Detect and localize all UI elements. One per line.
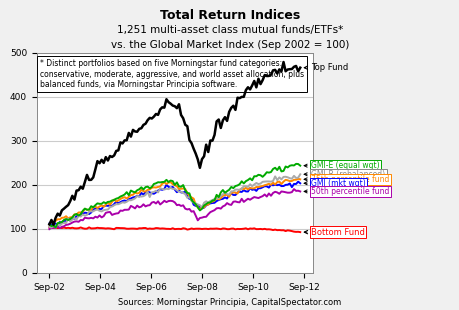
Text: Top Fund: Top Fund <box>303 63 348 72</box>
Text: Bottom Fund: Bottom Fund <box>303 228 364 237</box>
Text: GMI-E (equal wgt): GMI-E (equal wgt) <box>303 161 379 170</box>
Text: Total Return Indices: Total Return Indices <box>160 9 299 22</box>
Text: Sources: Morningstar Principia, CapitalSpectator.com: Sources: Morningstar Principia, CapitalS… <box>118 298 341 307</box>
Text: GMI (mkt wgt): GMI (mkt wgt) <box>303 179 365 188</box>
Text: 50th percentile fund: 50th percentile fund <box>303 187 389 196</box>
Text: 75th percentile fund: 75th percentile fund <box>303 175 389 184</box>
Text: GMI-R (rebalanced): GMI-R (rebalanced) <box>303 170 385 179</box>
Text: * Distinct portfolios based on five Morningstar fund categories:
conservative, m: * Distinct portfolios based on five Morn… <box>39 59 303 89</box>
Text: 1,251 multi-asset class mutual funds/ETFs*: 1,251 multi-asset class mutual funds/ETF… <box>117 25 342 35</box>
Text: vs. the Global Market Index (Sep 2002 = 100): vs. the Global Market Index (Sep 2002 = … <box>111 40 348 50</box>
